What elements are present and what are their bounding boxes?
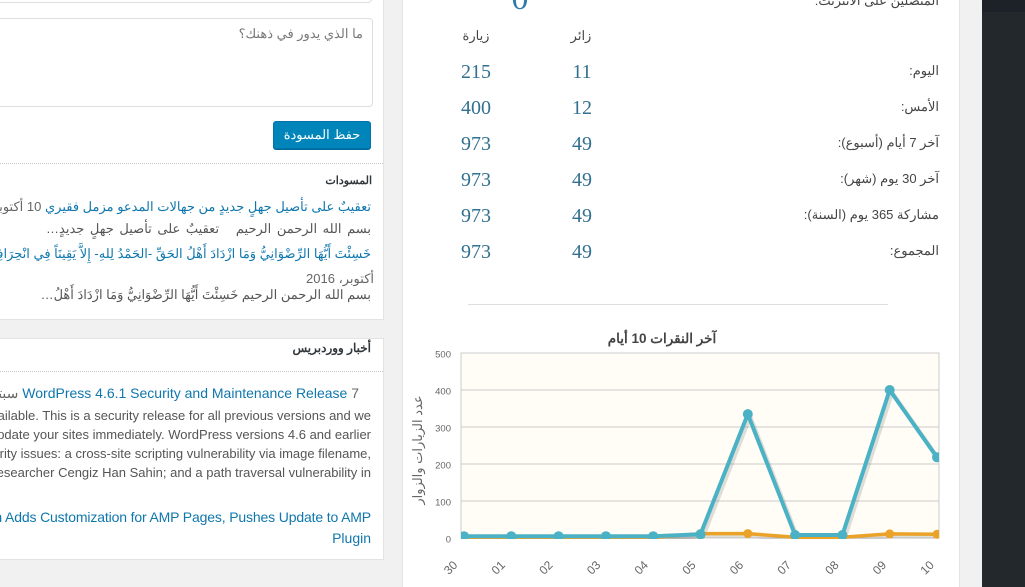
svg-text:300: 300 [435, 424, 451, 435]
svg-text:02: 02 [536, 558, 556, 578]
svg-text:0: 0 [446, 535, 451, 546]
svg-text:30: 30 [441, 558, 461, 578]
svg-text:09: 09 [870, 558, 890, 578]
svg-text:03: 03 [584, 558, 604, 578]
svg-text:500: 500 [435, 350, 451, 361]
svg-text:100: 100 [435, 498, 451, 509]
svg-text:200: 200 [435, 461, 451, 472]
svg-text:04: 04 [632, 558, 652, 578]
svg-text:07: 07 [774, 558, 794, 578]
svg-text:05: 05 [679, 558, 699, 578]
svg-text:10: 10 [917, 558, 937, 578]
svg-text:عدد الزيارات والزوار: عدد الزيارات والزوار [410, 395, 426, 505]
svg-text:400: 400 [435, 387, 451, 398]
svg-text:06: 06 [727, 558, 747, 578]
svg-text:01: 01 [489, 558, 509, 578]
svg-text:08: 08 [822, 558, 842, 578]
